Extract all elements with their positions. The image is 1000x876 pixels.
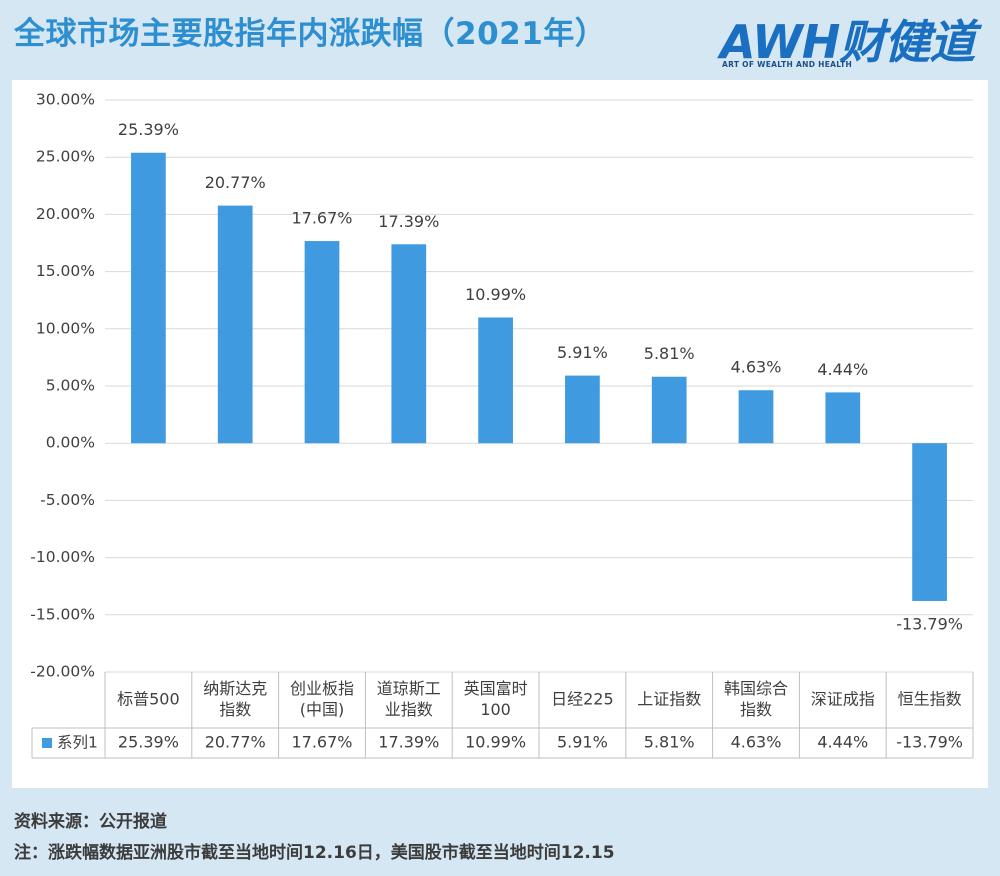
bar: [131, 152, 166, 444]
bar: [478, 317, 513, 444]
data-label: -13.79%: [896, 614, 963, 633]
y-tick-label: -15.00%: [30, 605, 95, 623]
x-tick-label: 标普500: [117, 690, 180, 709]
data-label: 20.77%: [205, 173, 266, 192]
chart-panel: 30.00% 25.00% 20.00% 15.00% 10.00% 5.00% 0.00%…: [12, 80, 988, 788]
x-tick-label: 指数: [219, 700, 251, 719]
x-tick-label: 100: [480, 700, 511, 719]
data-label: 5.91%: [557, 343, 608, 362]
bar: [217, 205, 253, 444]
table-value: 4.63%: [731, 733, 782, 752]
x-tick-label: 业指数: [385, 700, 433, 719]
x-tick-label: 恒生指数: [898, 690, 962, 709]
data-label: 5.81%: [644, 344, 695, 363]
brand-logo: AWH财健道 ART OF WEALTH AND HEALTH: [720, 4, 990, 74]
x-tick-label: (中国): [300, 700, 345, 719]
table-value: -13.79%: [896, 733, 963, 752]
y-tick-label: 15.00%: [36, 262, 95, 280]
table-value: 20.77%: [205, 733, 266, 752]
bar-chart: 30.00% 25.00% 20.00% 15.00% 10.00% 5.00% 0.00%…: [30, 91, 974, 759]
x-tick-label: 日经225: [551, 690, 614, 709]
table-value: 10.99%: [465, 733, 526, 752]
bar: [825, 392, 861, 444]
x-tick-label: 上证指数: [637, 690, 701, 709]
data-label: 25.39%: [118, 120, 179, 139]
y-tick-label: 30.00%: [36, 91, 95, 109]
source-text: 资料来源：公开报道: [14, 812, 167, 832]
legend-label: 系列1: [57, 734, 98, 752]
table-value: 17.67%: [291, 733, 352, 752]
y-tick-label: -20.00%: [30, 663, 95, 681]
legend-swatch: [42, 738, 52, 748]
bar: [651, 376, 687, 444]
x-tick-label: 道琼斯工: [377, 679, 441, 698]
y-tick-label: 5.00%: [46, 377, 95, 395]
y-tick-label: 0.00%: [46, 434, 95, 452]
data-label: 4.44%: [817, 360, 868, 379]
x-tick-label: 创业板指: [290, 679, 354, 698]
table-value: 17.39%: [378, 733, 439, 752]
x-tick-label: 韩国综合: [724, 679, 788, 698]
data-label: 17.67%: [291, 209, 352, 228]
x-tick-label: 指数: [740, 700, 772, 719]
logo-tagline: ART OF WEALTH AND HEALTH: [722, 60, 853, 69]
table-value: 25.39%: [118, 733, 179, 752]
data-label: 10.99%: [465, 285, 526, 304]
y-tick-label: -5.00%: [40, 491, 95, 509]
bar: [391, 244, 427, 444]
x-tick-label: 英国富时: [464, 679, 528, 698]
table-value: 4.44%: [817, 733, 868, 752]
y-tick-label: -10.00%: [30, 548, 95, 566]
bar: [565, 375, 600, 444]
logo-brand: AWH财健道: [720, 15, 975, 69]
note-text: 注：涨跌幅数据亚洲股市截至当地时间12.16日，美国股市截至当地时间12.15: [14, 843, 615, 863]
x-tick-label: 深证成指: [811, 690, 875, 709]
table-value: 5.91%: [557, 733, 608, 752]
bar: [912, 443, 947, 601]
y-tick-label: 10.00%: [36, 319, 95, 337]
data-label: 4.63%: [731, 358, 782, 377]
page-title: 全球市场主要股指年内涨跌幅（2021年）: [14, 16, 607, 52]
table-value: 5.81%: [644, 733, 695, 752]
y-tick-label: 25.00%: [36, 148, 95, 166]
y-tick-label: 20.00%: [36, 205, 95, 223]
bar: [304, 241, 340, 444]
data-label: 17.39%: [378, 212, 439, 231]
x-tick-label: 纳斯达克: [203, 679, 267, 698]
bar: [738, 390, 774, 444]
